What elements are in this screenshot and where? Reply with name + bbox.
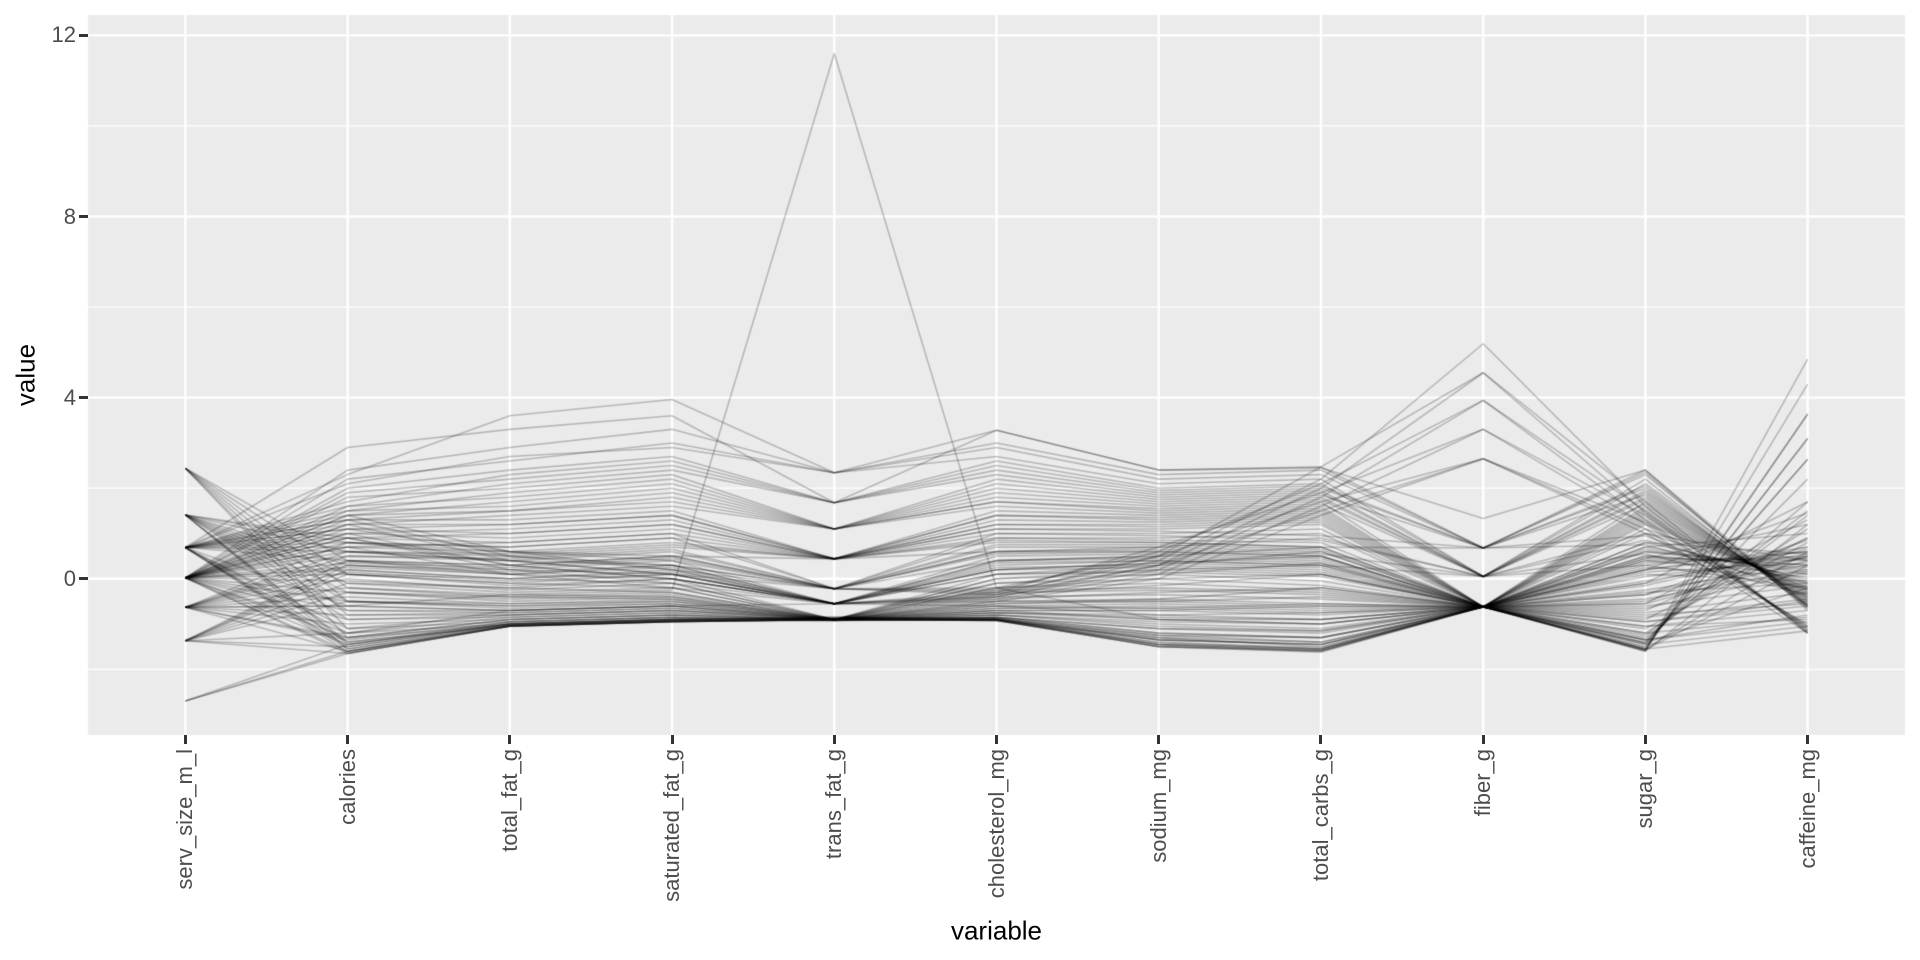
x-tick-mark — [1806, 735, 1810, 744]
y-tick-label: 0 — [63, 565, 76, 591]
y-tick-label: 8 — [63, 203, 76, 229]
y-tick-mark — [79, 215, 88, 218]
x-axis-label: sodium_mg — [1145, 749, 1171, 863]
x-axis-label: sugar_g — [1632, 749, 1658, 829]
x-axis-label: total_carbs_g — [1307, 749, 1333, 882]
x-axis-label: serv_size_m_l — [172, 749, 198, 890]
x-tick-mark — [1643, 735, 1647, 744]
x-axis-label: saturated_fat_g — [659, 749, 685, 902]
x-axis-label: caffeine_mg — [1794, 749, 1820, 869]
x-tick-mark — [1319, 735, 1323, 744]
x-axis-title: variable — [950, 915, 1043, 946]
x-axis-label: total_fat_g — [496, 749, 522, 852]
y-tick-mark — [79, 396, 88, 400]
y-tick-label: 12 — [51, 22, 76, 48]
x-tick-mark — [995, 735, 998, 744]
y-tick-label: 4 — [63, 384, 76, 410]
x-axis-label: fiber_g — [1470, 749, 1496, 817]
x-tick-mark — [183, 735, 187, 744]
y-tick-mark — [79, 33, 88, 37]
y-axis-title: value — [10, 343, 41, 407]
x-tick-mark — [670, 735, 674, 744]
x-tick-mark — [508, 735, 512, 744]
x-tick-mark — [346, 735, 350, 744]
x-axis-label: calories — [334, 749, 360, 825]
x-tick-mark — [1481, 735, 1485, 744]
x-tick-mark — [832, 735, 836, 744]
x-tick-mark — [1157, 735, 1161, 744]
y-tick-mark — [79, 577, 88, 581]
x-axis-label: cholesterol_mg — [983, 749, 1009, 899]
x-axis-label: trans_fat_g — [821, 749, 847, 860]
